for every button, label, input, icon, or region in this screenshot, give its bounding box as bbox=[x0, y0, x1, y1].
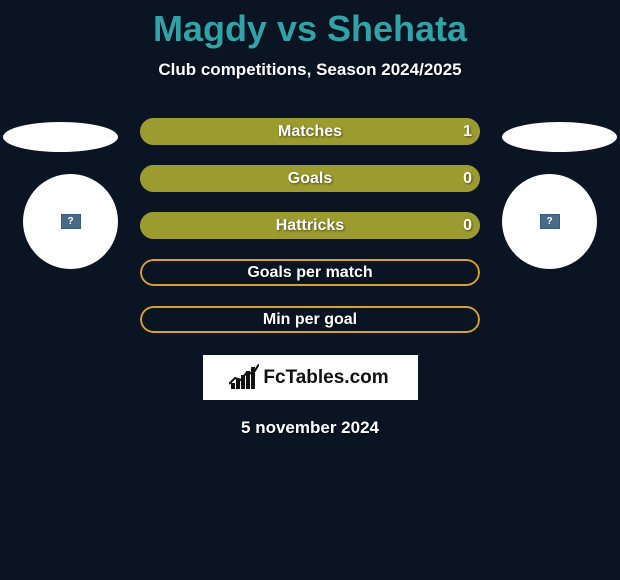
stat-bar: Hattricks 0 bbox=[140, 212, 480, 239]
brand-logo: FcTables.com bbox=[203, 355, 418, 400]
player-right-avatar: ? bbox=[502, 174, 597, 269]
stat-value-right: 1 bbox=[463, 123, 472, 141]
stat-value-right: 0 bbox=[463, 170, 472, 188]
placeholder-icon: ? bbox=[540, 214, 560, 229]
brand-chart-icon bbox=[231, 367, 259, 389]
stat-label: Goals per match bbox=[247, 264, 372, 282]
stat-bar: Goals 0 bbox=[140, 165, 480, 192]
placeholder-icon: ? bbox=[61, 214, 81, 229]
player-right-shadow bbox=[502, 122, 617, 152]
stat-bar: Goals per match bbox=[140, 259, 480, 286]
player-left-shadow bbox=[3, 122, 118, 152]
stat-label: Matches bbox=[278, 123, 342, 141]
stat-bar: Matches 1 bbox=[140, 118, 480, 145]
stat-label: Goals bbox=[288, 170, 332, 188]
player-left-avatar: ? bbox=[23, 174, 118, 269]
page-title: Magdy vs Shehata bbox=[0, 0, 620, 50]
brand-text: FcTables.com bbox=[263, 367, 388, 389]
stat-bar: Min per goal bbox=[140, 306, 480, 333]
subtitle: Club competitions, Season 2024/2025 bbox=[0, 60, 620, 80]
stat-label: Hattricks bbox=[276, 217, 344, 235]
stat-label: Min per goal bbox=[263, 311, 357, 329]
date-label: 5 november 2024 bbox=[0, 418, 620, 438]
stat-value-right: 0 bbox=[463, 217, 472, 235]
